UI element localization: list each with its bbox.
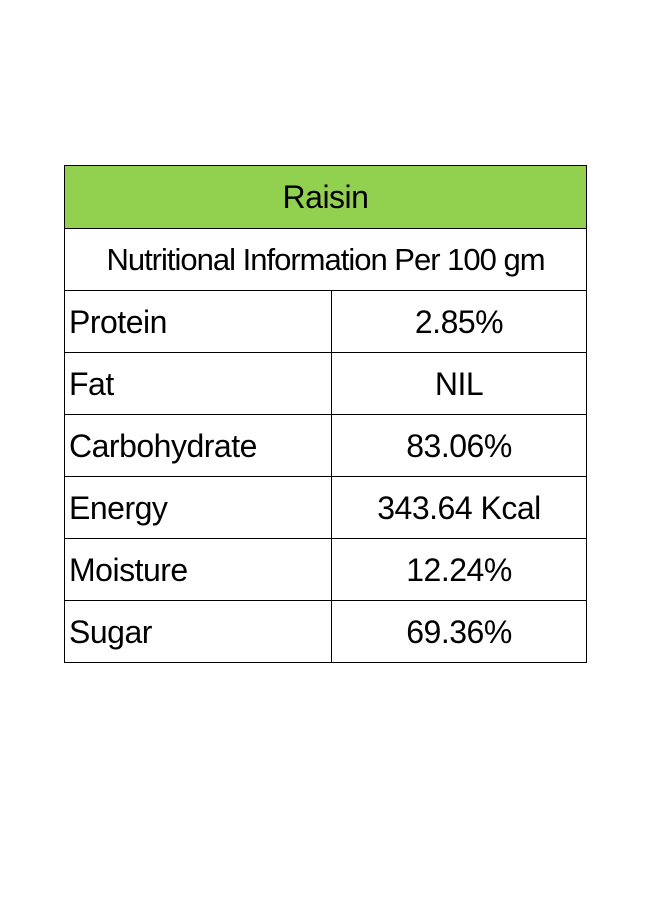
nutrient-label: Protein bbox=[64, 290, 332, 353]
nutrient-value: 343.64 Kcal bbox=[331, 476, 587, 539]
title-row: Raisin bbox=[64, 165, 587, 229]
table-row: Energy 343.64 Kcal bbox=[64, 476, 587, 539]
nutrient-value: 2.85% bbox=[331, 290, 587, 353]
table-row: Sugar 69.36% bbox=[64, 600, 587, 663]
nutrient-label: Fat bbox=[64, 352, 332, 415]
table-title: Raisin bbox=[64, 165, 587, 229]
table-row: Protein 2.85% bbox=[64, 290, 587, 353]
nutrient-value: 12.24% bbox=[331, 538, 587, 601]
nutrient-value: 69.36% bbox=[331, 600, 587, 663]
nutrient-value: NIL bbox=[331, 352, 587, 415]
nutrient-label: Carbohydrate bbox=[64, 414, 332, 477]
nutrient-value: 83.06% bbox=[331, 414, 587, 477]
nutrient-label: Energy bbox=[64, 476, 332, 539]
table-row: Carbohydrate 83.06% bbox=[64, 414, 587, 477]
table-subtitle: Nutritional Information Per 100 gm bbox=[64, 228, 587, 291]
nutrient-label: Moisture bbox=[64, 538, 332, 601]
table-row: Moisture 12.24% bbox=[64, 538, 587, 601]
table-row: Fat NIL bbox=[64, 352, 587, 415]
subtitle-row: Nutritional Information Per 100 gm bbox=[64, 228, 587, 291]
nutrient-label: Sugar bbox=[64, 600, 332, 663]
nutrition-table: Raisin Nutritional Information Per 100 g… bbox=[64, 165, 587, 663]
